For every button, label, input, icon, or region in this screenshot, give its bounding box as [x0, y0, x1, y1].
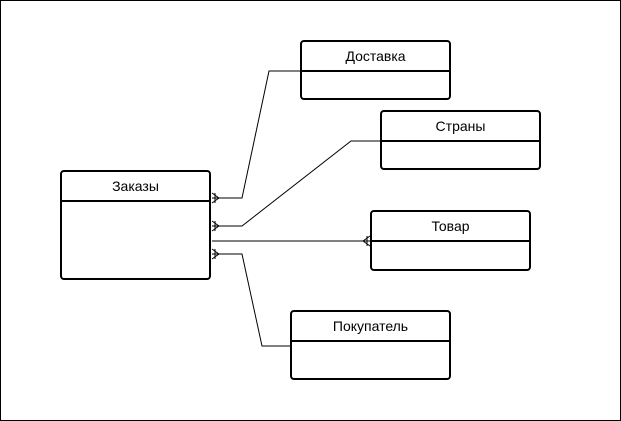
connector-orders-countries: [212, 140, 380, 227]
crowfoot-prong: [211, 248, 220, 255]
entity-customer-title: Покупатель: [292, 312, 449, 342]
relation-orders-customer: [211, 248, 290, 347]
connector-orders-delivery: [212, 70, 300, 199]
entity-product[interactable]: Товар: [370, 210, 531, 271]
entity-countries[interactable]: Страны: [380, 110, 541, 170]
relation-orders-product: [212, 235, 371, 247]
relation-orders-countries: [211, 140, 380, 232]
crowfoot-prong: [362, 240, 371, 247]
entity-customer[interactable]: Покупатель: [290, 310, 451, 380]
crowfoot-prong: [211, 197, 220, 204]
entity-delivery[interactable]: Доставка: [300, 40, 451, 100]
entity-orders[interactable]: Заказы: [60, 170, 211, 280]
crowfoot-prong: [211, 253, 220, 260]
entity-product-title: Товар: [372, 212, 529, 242]
entity-delivery-title: Доставка: [302, 42, 449, 72]
entity-orders-title: Заказы: [62, 172, 209, 202]
crowfoot-prong: [211, 220, 220, 227]
connector-orders-customer: [212, 253, 290, 347]
crowfoot-prong: [211, 225, 220, 232]
crowfoot-prong: [211, 192, 220, 199]
entity-countries-title: Страны: [382, 112, 539, 142]
relation-orders-delivery: [211, 70, 300, 204]
crowfoot-prong: [362, 235, 371, 242]
